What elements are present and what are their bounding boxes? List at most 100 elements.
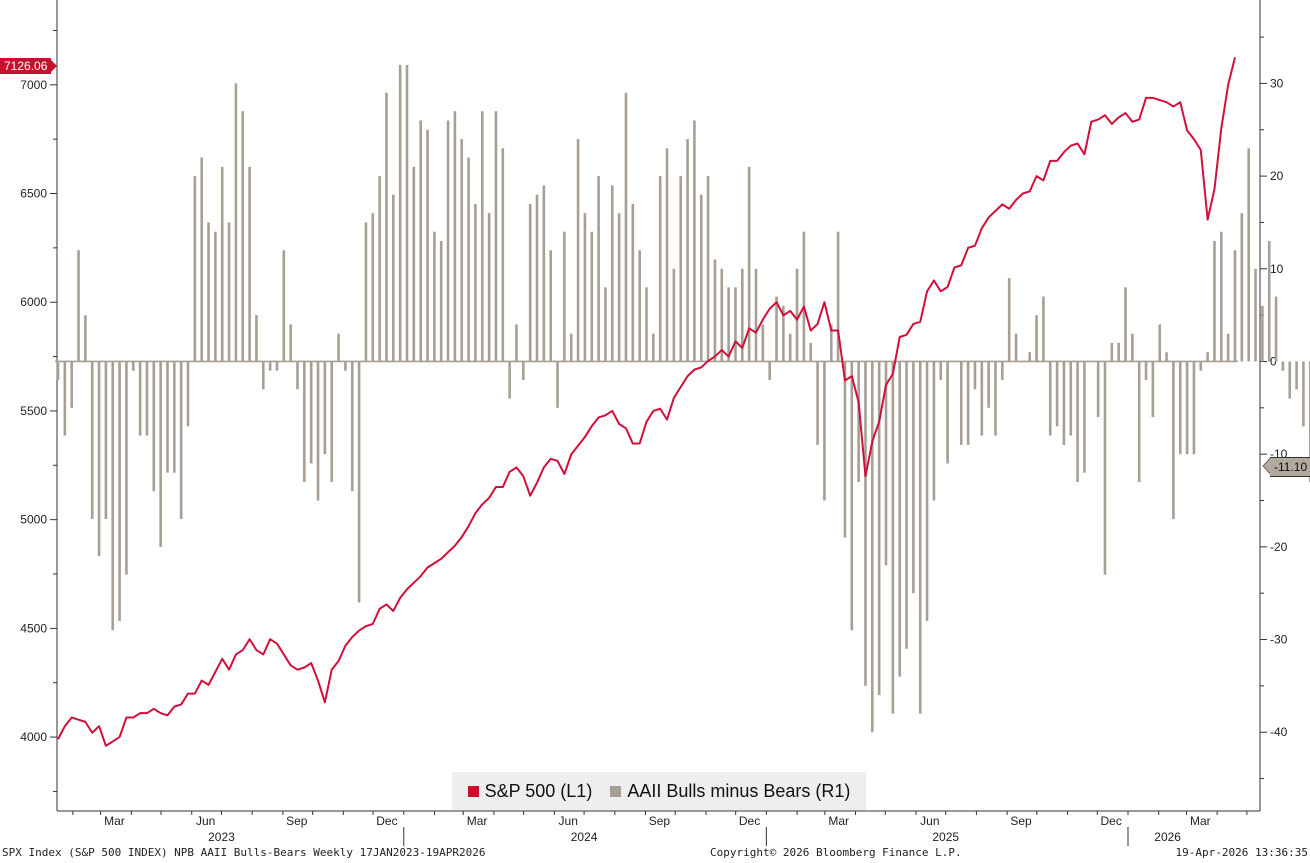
aaii-bar xyxy=(706,176,710,362)
x-month-label: Mar xyxy=(1190,814,1211,828)
aaii-bar xyxy=(412,166,416,362)
aaii-bar xyxy=(1185,361,1189,455)
aaii-bar xyxy=(1124,287,1127,362)
aaii-bar xyxy=(1158,324,1162,362)
aaii-bar xyxy=(782,305,785,362)
aaii-bar xyxy=(877,361,881,696)
aaii-bar xyxy=(515,324,518,362)
aaii-bar xyxy=(275,361,279,371)
aaii-bar xyxy=(337,333,340,362)
aaii-bar xyxy=(864,361,867,686)
aaii-bar xyxy=(179,361,183,520)
aaii-bar xyxy=(186,361,190,427)
aaii-bar xyxy=(289,324,292,362)
aaii-bar xyxy=(1295,361,1298,390)
aaii-bar xyxy=(946,361,949,464)
aaii-bar xyxy=(309,361,313,464)
aaii-bar xyxy=(480,111,484,362)
aaii-bar xyxy=(303,361,306,482)
left-tick-label: 7000 xyxy=(20,78,47,92)
aaii-bar xyxy=(1178,361,1182,455)
aaii-last-value-badge: -11.10 xyxy=(1270,457,1310,477)
aaii-bar xyxy=(686,139,689,362)
aaii-bar xyxy=(439,240,443,362)
aaii-bar xyxy=(720,268,724,362)
right-tick-label: -30 xyxy=(1270,633,1288,647)
aaii-bar xyxy=(1048,361,1052,436)
x-month-label: Sep xyxy=(649,814,671,828)
aaii-bar xyxy=(959,361,963,445)
aaii-bar xyxy=(255,315,258,362)
aaii-bar xyxy=(1083,361,1086,473)
aaii-bar xyxy=(522,361,525,381)
aaii-bar xyxy=(836,231,840,362)
aaii-bar xyxy=(241,111,245,362)
aaii-bar xyxy=(460,139,464,362)
aaii-last-value: -11.10 xyxy=(1274,460,1308,474)
aaii-bar xyxy=(1110,342,1114,362)
aaii-bar xyxy=(610,185,614,362)
right-tick-label: -40 xyxy=(1270,725,1288,739)
aaii-bar xyxy=(1220,231,1223,362)
aaii-bar xyxy=(77,250,80,362)
legend-label-aaii: AAII Bulls minus Bears (R1) xyxy=(627,780,851,801)
right-tick-label: -20 xyxy=(1270,540,1288,554)
footer-copyright: Copyright© 2026 Bloomberg Finance L.P. xyxy=(710,846,962,859)
aaii-bar xyxy=(741,268,744,362)
x-year-label: 2026 xyxy=(1154,830,1181,844)
spx-series-line xyxy=(57,57,1236,747)
aaii-bar xyxy=(747,166,751,362)
left-tick-label: 5500 xyxy=(20,404,47,418)
aaii-bar xyxy=(932,361,936,501)
left-tick-label: 5000 xyxy=(20,513,47,527)
aaii-bar xyxy=(419,120,422,362)
aaii-bar xyxy=(1062,361,1066,445)
aaii-bar xyxy=(699,194,703,362)
x-year-label: 2024 xyxy=(571,830,598,844)
aaii-bar xyxy=(1281,361,1285,371)
aaii-bar xyxy=(104,361,108,520)
x-month-label: Jun xyxy=(196,814,215,828)
legend-item-aaii: AAII Bulls minus Bears (R1) xyxy=(610,781,850,802)
aaii-bar xyxy=(378,176,381,362)
aaii-bar xyxy=(871,361,874,733)
aaii-bar xyxy=(973,361,977,390)
aaii-bar xyxy=(925,361,929,621)
aaii-bar xyxy=(658,176,662,362)
aaii-bar xyxy=(590,231,594,362)
aaii-bar xyxy=(631,203,635,362)
right-tick-label: 10 xyxy=(1270,262,1284,276)
aaii-bar xyxy=(679,176,683,362)
aaii-bar xyxy=(125,361,128,575)
aaii-bar xyxy=(494,111,498,362)
aaii-bar xyxy=(672,268,676,362)
aaii-bar xyxy=(617,213,621,362)
plot-frame xyxy=(56,0,1261,812)
aaii-bar xyxy=(693,120,696,362)
footer-timestamp: 19-Apr-2026 13:36:35 xyxy=(1175,846,1308,859)
legend-swatch-aaii xyxy=(610,785,622,797)
aaii-bar xyxy=(1261,305,1264,362)
aaii-bar xyxy=(385,92,388,362)
aaii-bar xyxy=(433,231,436,362)
aaii-bar xyxy=(795,268,799,362)
aaii-bar xyxy=(829,324,833,362)
aaii-bar xyxy=(1288,361,1292,399)
x-month-label: Jun xyxy=(559,814,578,828)
aaii-bar xyxy=(392,194,395,362)
aaii-bar xyxy=(1001,361,1004,381)
aaii-bar xyxy=(563,231,566,362)
aaii-bar xyxy=(665,148,669,362)
left-tick-label: 4500 xyxy=(20,621,47,635)
aaii-bar xyxy=(1035,315,1038,362)
aaii-bar xyxy=(214,231,217,362)
aaii-bar xyxy=(152,361,156,492)
aaii-bar xyxy=(775,296,778,362)
aaii-bar xyxy=(234,83,238,362)
aaii-bar xyxy=(809,342,813,362)
aaii-bar xyxy=(316,361,320,501)
legend: S&P 500 (L1) AAII Bulls minus Bears (R1) xyxy=(452,772,866,810)
spx-badge-arrow xyxy=(49,58,57,74)
aaii-bar xyxy=(905,361,908,649)
